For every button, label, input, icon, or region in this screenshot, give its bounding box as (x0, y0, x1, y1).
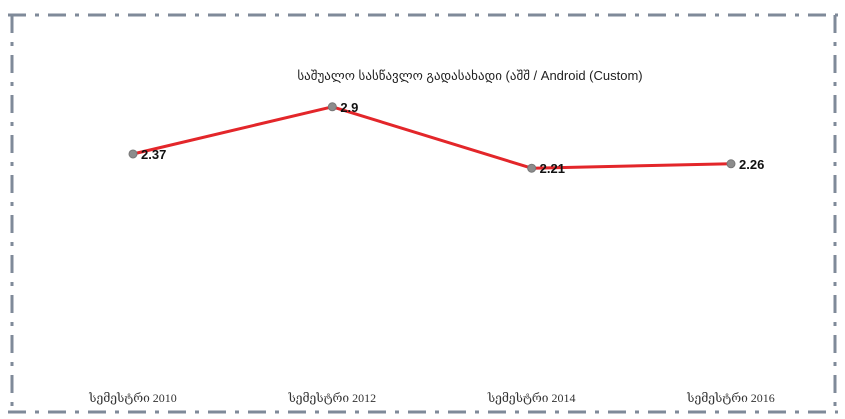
data-point (726, 159, 736, 169)
data-point (527, 163, 537, 173)
x-tick-label: სემესტრი 2016 (686, 391, 775, 405)
x-axis-tick-labels: სემესტრი 2010 სემესტრი 2012 სემესტრი 2014 ს… (88, 391, 775, 405)
data-point (327, 102, 337, 112)
x-tick-label: სემესტრი 2010 (88, 391, 177, 405)
data-point (128, 149, 138, 159)
chart-title: საშუალო სასწავლო გადასახადი (აშშ / Andro… (297, 68, 642, 83)
data-label: 2.37 (141, 147, 166, 162)
data-label: 2.26 (739, 157, 764, 172)
x-tick-label: სემესტრი 2014 (487, 391, 576, 405)
data-label: 2.21 (540, 161, 565, 176)
x-tick-label: სემესტრი 2012 (288, 391, 377, 405)
data-label: 2.9 (340, 100, 358, 115)
data-labels-layer: 2.37 2.9 2.21 2.26 (141, 100, 764, 176)
series-layer (128, 102, 736, 173)
series-line (131, 105, 733, 170)
